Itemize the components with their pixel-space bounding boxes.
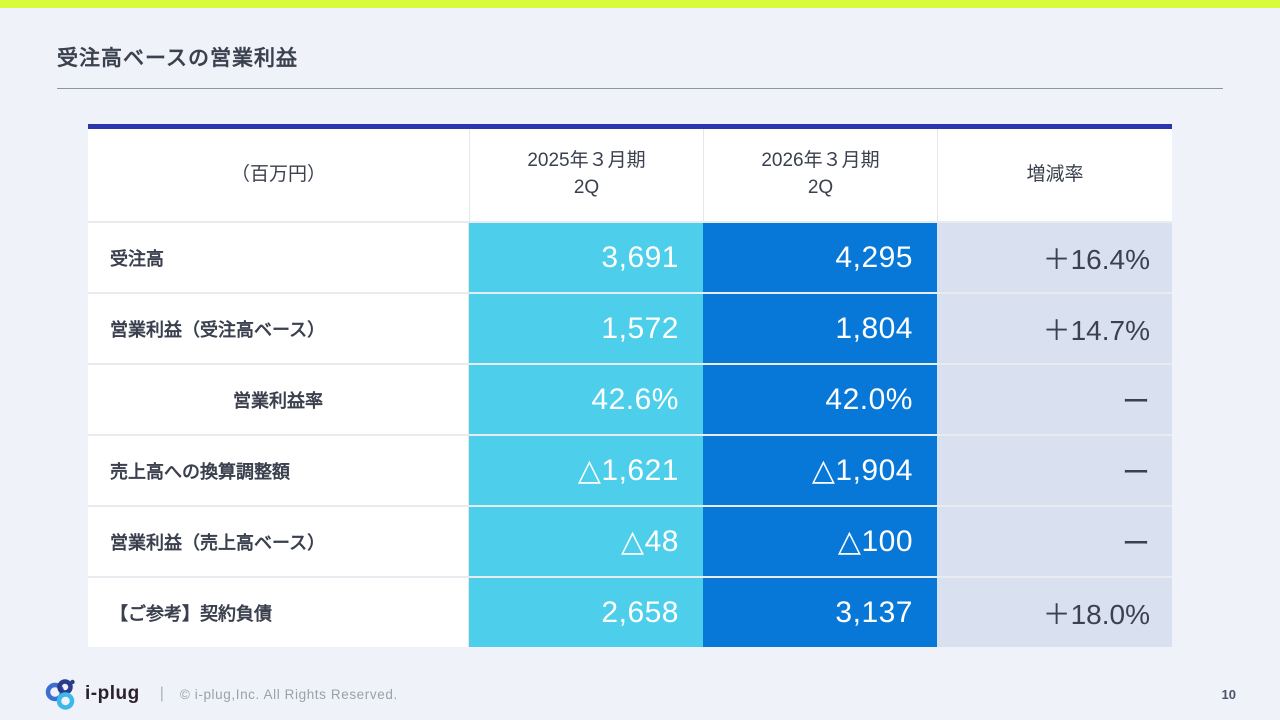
row-label-orders: 受注高 [88, 221, 469, 292]
value-contract-liabilities-2025: 2,658 [469, 576, 703, 647]
col-header-rate: 増減率 [937, 129, 1172, 221]
value-op-profit-sales-2025: △48 [469, 505, 703, 576]
col-header-2026-line2: 2Q [807, 177, 834, 198]
copyright-text: © i-plug,Inc. All Rights Reserved. [179, 686, 398, 702]
title-underline [57, 88, 1223, 89]
i-plug-logo-icon [45, 679, 75, 710]
page-number: 10 [1221, 687, 1236, 702]
value-orders-2025: 3,691 [469, 221, 703, 292]
col-header-2026: 2026年３月期 2Q [703, 129, 937, 221]
rate-orders: ＋16.4% [937, 221, 1172, 292]
financial-table: （百万円） 2025年３月期 2Q 2026年３月期 2Q 増減率 受注高 3,… [88, 124, 1172, 647]
row-label-op-profit-orders-base: 営業利益（受注高ベース） [88, 292, 469, 363]
col-header-2025-line2: 2Q [573, 177, 600, 198]
value-orders-2026: 4,295 [703, 221, 937, 292]
value-op-profit-sales-2026: △100 [703, 505, 937, 576]
rate-op-margin: ー [937, 363, 1172, 434]
footer: i-plug | © i-plug,Inc. All Rights Reserv… [44, 676, 398, 712]
value-op-margin-2025: 42.6% [469, 363, 703, 434]
value-conversion-adjustment-2025: △1,621 [469, 434, 703, 505]
value-contract-liabilities-2026: 3,137 [703, 576, 937, 647]
row-label-op-margin: 営業利益率 [88, 363, 469, 434]
rate-conversion-adjustment: ー [937, 434, 1172, 505]
rate-op-profit-orders: ＋14.7% [937, 292, 1172, 363]
top-accent-bar [0, 0, 1280, 8]
col-header-2026-line1: 2026年３月期 [761, 150, 880, 172]
row-label-contract-liabilities: 【ご参考】契約負債 [88, 576, 469, 647]
rate-contract-liabilities: ＋18.0% [937, 576, 1172, 647]
row-label-conversion-adjustment: 売上高への換算調整額 [88, 434, 469, 505]
value-op-margin-2026: 42.0% [703, 363, 937, 434]
value-op-profit-orders-2025: 1,572 [469, 292, 703, 363]
value-op-profit-orders-2026: 1,804 [703, 292, 937, 363]
logo-wordmark: i-plug [85, 683, 140, 704]
page-title: 受注高ベースの営業利益 [57, 47, 298, 70]
value-conversion-adjustment-2026: △1,904 [703, 434, 937, 505]
col-header-2025-line1: 2025年３月期 [527, 150, 646, 172]
col-header-unit: （百万円） [88, 129, 469, 221]
row-label-op-profit-sales-base: 営業利益（売上高ベース） [88, 505, 469, 576]
footer-separator: | [159, 685, 164, 702]
rate-op-profit-sales: ー [937, 505, 1172, 576]
col-header-2025: 2025年３月期 2Q [469, 129, 703, 221]
